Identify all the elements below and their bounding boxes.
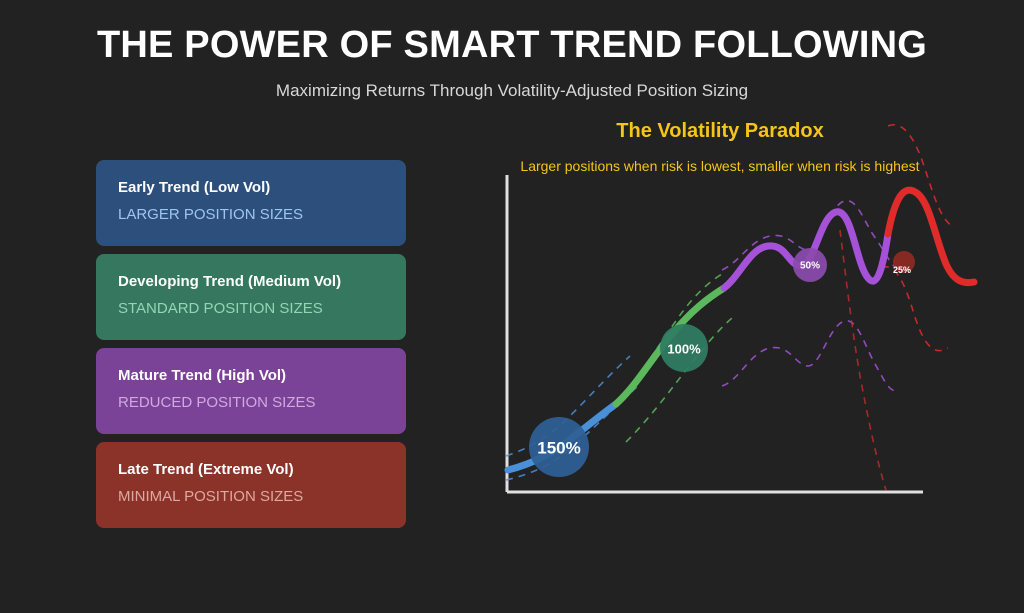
trend-stage-title: Developing Trend (Medium Vol) bbox=[118, 273, 342, 290]
trend-stage-title: Late Trend (Extreme Vol) bbox=[118, 461, 294, 478]
vol-band-late-upper bbox=[887, 124, 953, 227]
trend-stage-sizing: REDUCED POSITION SIZES bbox=[118, 394, 316, 411]
position-size-label-25: 25% bbox=[893, 265, 911, 275]
page-subtitle: Maximizing Returns Through Volatility-Ad… bbox=[275, 81, 749, 100]
position-size-label-100: 100% bbox=[667, 342, 701, 357]
trend-line-mature bbox=[720, 208, 892, 292]
trend-stage-title: Mature Trend (High Vol) bbox=[118, 367, 287, 384]
page-title: THE POWER OF SMART TREND FOLLOWING bbox=[96, 24, 928, 66]
chart-subtitle: Larger positions when risk is lowest, sm… bbox=[520, 158, 920, 174]
trend-stage-card-developing[interactable]: Developing Trend (Medium Vol) STANDARD P… bbox=[96, 254, 406, 340]
position-size-bubble-100[interactable] bbox=[660, 324, 708, 372]
chart-plot: 150% 100% 50% 25% bbox=[504, 124, 978, 494]
vol-band-mature-lower bbox=[721, 319, 899, 392]
trend-line-late bbox=[884, 186, 978, 287]
trend-stage-card-early[interactable]: Early Trend (Low Vol) LARGER POSITION SI… bbox=[96, 160, 406, 246]
position-size-bubble-50[interactable] bbox=[793, 248, 827, 282]
position-size-bubble-150[interactable] bbox=[529, 417, 589, 477]
vol-band-late-spread bbox=[839, 229, 887, 491]
trend-stage-sizing: LARGER POSITION SIZES bbox=[118, 206, 304, 223]
vol-band-mature-upper bbox=[721, 199, 899, 271]
trend-stage-card-late[interactable]: Late Trend (Extreme Vol) MINIMAL POSITIO… bbox=[96, 442, 406, 528]
trend-stage-sizing: STANDARD POSITION SIZES bbox=[118, 300, 323, 317]
volatility-paradox-chart-panel: The Volatility Paradox Larger positions … bbox=[440, 118, 1000, 518]
chart-title: The Volatility Paradox bbox=[616, 120, 824, 142]
trend-stage-card-list: Early Trend (Low Vol) LARGER POSITION SI… bbox=[96, 160, 406, 536]
vol-band-late-lower bbox=[881, 266, 949, 352]
trend-stage-sizing: MINIMAL POSITION SIZES bbox=[118, 488, 304, 505]
vol-band-early-upper bbox=[505, 355, 631, 457]
vol-band-developing-upper bbox=[617, 273, 723, 401]
trend-stage-title: Early Trend (Low Vol) bbox=[118, 179, 271, 196]
trend-stage-card-mature[interactable]: Mature Trend (High Vol) REDUCED POSITION… bbox=[96, 348, 406, 434]
position-size-bubble-25[interactable] bbox=[893, 251, 915, 273]
position-size-label-150: 150% bbox=[537, 439, 580, 458]
header: THE POWER OF SMART TREND FOLLOWING Maxim… bbox=[0, 0, 1024, 102]
position-size-label-50: 50% bbox=[800, 261, 820, 272]
